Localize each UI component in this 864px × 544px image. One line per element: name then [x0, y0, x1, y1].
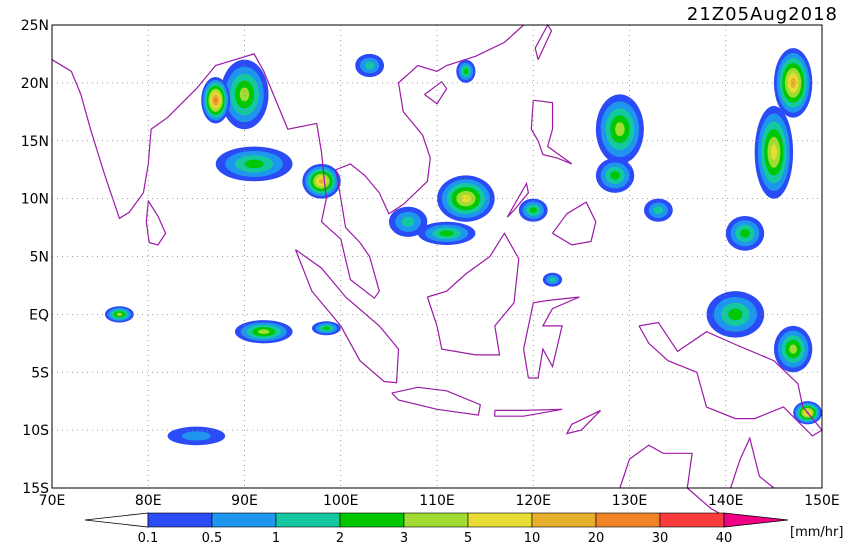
colorbar-swatch [403, 512, 469, 528]
colorbar-swatch [339, 512, 405, 528]
colorbar-swatch [147, 512, 213, 528]
lat-label: 5N [30, 250, 49, 266]
lat-label: 20N [21, 76, 49, 92]
colorbar-label: 1 [272, 531, 280, 544]
coastline [424, 80, 448, 105]
precip-area [364, 61, 375, 70]
lon-label: 120E [515, 493, 551, 509]
map-title: 21Z05Aug2018 [687, 4, 838, 25]
lon-label: 150E [804, 493, 840, 509]
colorbar-swatch [595, 512, 661, 528]
precip-area [401, 216, 415, 227]
precip-area [770, 144, 778, 161]
precip-area [549, 277, 556, 282]
lat-label: 5S [31, 365, 49, 381]
precip-area [653, 206, 664, 215]
colorbar: 0.1 0.5 1 2 3 5 10 20 30 40 [84, 512, 789, 544]
lon-label: 90E [231, 493, 258, 509]
lat-label: 15S [22, 481, 49, 497]
precip-area [322, 326, 330, 331]
precip-area [244, 159, 264, 169]
colorbar-label: 5 [464, 531, 472, 544]
coastline [391, 386, 481, 416]
colorbar-swatch [275, 512, 341, 528]
colorbar-label: 40 [716, 531, 733, 544]
precip-area [318, 178, 325, 184]
precip-area [610, 171, 620, 180]
precip-area [439, 230, 454, 237]
coastline [51, 24, 525, 300]
lon-label: 130E [612, 493, 648, 509]
colorbar-label: 3 [400, 531, 408, 544]
lon-label: 80E [135, 493, 162, 509]
precip-area [116, 312, 123, 316]
lon-label: 100E [323, 493, 359, 509]
precip-area [239, 87, 250, 102]
coastline [494, 408, 563, 417]
colorbar-swatch [659, 512, 725, 528]
precip-area [463, 68, 469, 75]
colorbar-label: 0.1 [138, 531, 159, 544]
coastline [506, 181, 530, 218]
graticule [52, 25, 822, 488]
coastline [530, 99, 573, 165]
colorbar-swatch [211, 512, 277, 528]
lat-label: 10S [22, 423, 49, 439]
colorbar-tri-high [723, 512, 789, 528]
coastline [730, 436, 775, 489]
colorbar-swatch [467, 512, 533, 528]
precip-area [789, 344, 797, 354]
lon-label: 70E [39, 493, 66, 509]
colorbar-label: 2 [336, 531, 344, 544]
coastlines [51, 23, 823, 518]
colorbar-label: 20 [588, 531, 605, 544]
precip-area [181, 431, 211, 441]
lat-label: 10N [21, 192, 49, 208]
colorbar-label: 30 [652, 531, 669, 544]
map-frame [51, 24, 823, 489]
colorbar-unit: [mm/hr] [790, 525, 843, 540]
lon-label: 110E [419, 493, 455, 509]
precip-area [213, 97, 218, 104]
coastline [619, 444, 727, 518]
precip-area [615, 122, 625, 137]
coastline [294, 249, 400, 384]
lon-label: 140E [708, 493, 744, 509]
precip-area [461, 194, 471, 203]
colorbar-swatch [531, 512, 597, 528]
precip-area [257, 329, 270, 335]
precip-area [740, 229, 750, 238]
coastline [145, 200, 167, 246]
coastline [522, 296, 580, 379]
colorbar-label: 10 [524, 531, 541, 544]
coastline [565, 409, 602, 435]
precip-area [728, 308, 743, 321]
precip-area [790, 77, 796, 88]
lat-label: 15N [21, 134, 49, 150]
coastline [638, 321, 823, 437]
coastline [552, 201, 597, 246]
colorbar-label: 0.5 [202, 531, 223, 544]
lat-label: EQ [29, 307, 49, 323]
coastline [426, 232, 520, 356]
lat-label: 25N [21, 18, 49, 34]
